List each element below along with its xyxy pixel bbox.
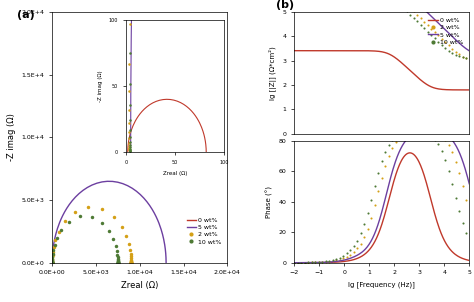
Text: (b): (b) — [276, 0, 295, 10]
Y-axis label: lg [|Z|] (Ω*cm²): lg [|Z|] (Ω*cm²) — [269, 46, 277, 100]
X-axis label: lg [Frequency (Hz)]: lg [Frequency (Hz)] — [348, 281, 415, 288]
Y-axis label: -Z imag (Ω): -Z imag (Ω) — [7, 114, 16, 161]
Text: (a): (a) — [17, 10, 35, 20]
Y-axis label: Phase (°): Phase (°) — [266, 186, 273, 218]
X-axis label: Zreal (Ω): Zreal (Ω) — [121, 281, 158, 290]
Legend: 0 wt%, 5 wt%, 2 wt%, 10 wt%: 0 wt%, 5 wt%, 2 wt%, 10 wt% — [184, 215, 224, 247]
Legend: 0 wt%, 2 wt%, 5 wt%, 10 wt%: 0 wt%, 2 wt%, 5 wt%, 10 wt% — [426, 15, 466, 47]
